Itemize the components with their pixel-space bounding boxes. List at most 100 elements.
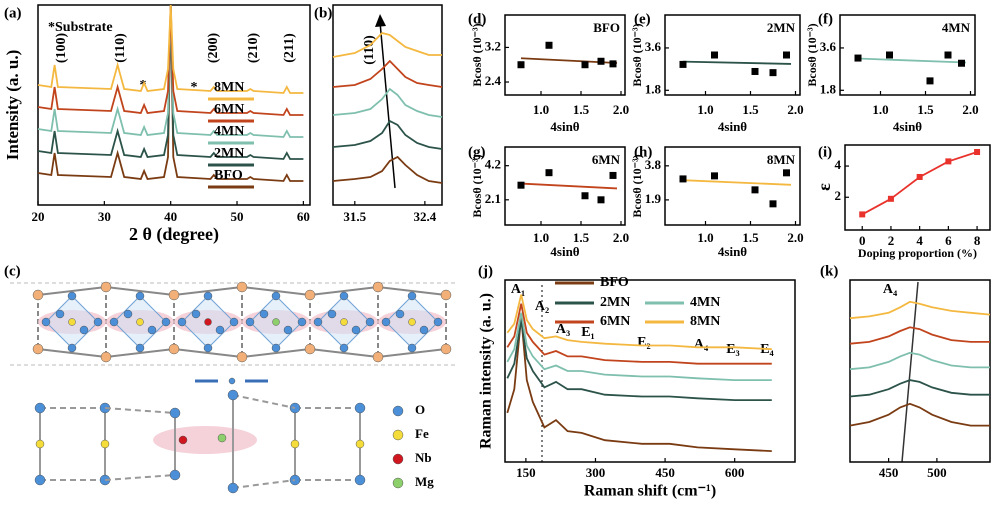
point bbox=[945, 158, 952, 165]
point bbox=[679, 60, 687, 68]
oxygen-atom bbox=[215, 325, 225, 335]
fit-line bbox=[857, 57, 967, 64]
x-tick-label: 2 bbox=[888, 233, 895, 248]
a-site-atom bbox=[32, 343, 44, 355]
oxygen-atom bbox=[229, 317, 239, 327]
panel-label: (j) bbox=[478, 263, 493, 279]
oxygen-atom bbox=[354, 402, 366, 414]
oxygen-atom bbox=[351, 325, 361, 335]
x-axis-label: 2 θ (degree) bbox=[129, 224, 219, 245]
oxygen-atom bbox=[203, 343, 213, 353]
series-line bbox=[849, 326, 990, 345]
oxygen-atom bbox=[67, 343, 77, 353]
legend-label: 4MN bbox=[214, 124, 244, 139]
point bbox=[597, 57, 605, 65]
x-tick-label: 40 bbox=[164, 209, 177, 224]
series-line bbox=[332, 31, 442, 58]
series-line bbox=[506, 319, 772, 401]
series-line bbox=[332, 87, 443, 118]
oxygen-atom bbox=[433, 317, 443, 327]
bond bbox=[105, 286, 175, 296]
x-axis-label: 4sinθ bbox=[893, 119, 922, 134]
panel-label: (e) bbox=[634, 11, 651, 27]
shift-line bbox=[901, 281, 919, 463]
oxygen-atom bbox=[177, 317, 187, 327]
oxygen-atom bbox=[79, 325, 89, 335]
bond bbox=[173, 348, 243, 358]
bond bbox=[37, 286, 107, 296]
point bbox=[597, 196, 605, 204]
x-tick-label: 1.5 bbox=[917, 102, 934, 117]
point bbox=[581, 61, 589, 69]
y-axis-label: Bcosθ (10⁻³) bbox=[630, 23, 644, 86]
oxygen-atom bbox=[365, 317, 375, 327]
bond bbox=[241, 286, 311, 296]
oxygen-atom bbox=[271, 343, 281, 353]
point bbox=[711, 51, 718, 59]
point bbox=[887, 195, 894, 202]
fit-line bbox=[682, 179, 792, 186]
x-tick-label: 50 bbox=[231, 209, 244, 224]
legend-label: Mg bbox=[415, 474, 434, 489]
oxygen-atom bbox=[41, 317, 51, 327]
oxygen-atom bbox=[34, 474, 46, 486]
oxygen-atom bbox=[169, 469, 181, 481]
oxygen-atom bbox=[283, 325, 293, 335]
x-axis-label: 4sinθ bbox=[718, 119, 747, 134]
x-tick-label: 1.0 bbox=[533, 102, 549, 117]
x-tick-label: 8 bbox=[974, 233, 981, 248]
bond bbox=[241, 348, 311, 358]
x-tick-label: 1.5 bbox=[742, 102, 759, 117]
legend-label: 8MN bbox=[690, 314, 720, 329]
y-tick-label: 2.4 bbox=[485, 73, 502, 88]
y-tick-label: 2.1 bbox=[485, 191, 501, 206]
x-tick-label: 31.5 bbox=[343, 209, 366, 224]
x-axis-label: 4sinθ bbox=[550, 244, 579, 259]
oxygen-atom bbox=[109, 317, 119, 327]
x-tick-label: 30 bbox=[98, 209, 111, 224]
series-line bbox=[332, 119, 443, 150]
x-axis-label: Doping proportion (%) bbox=[858, 246, 977, 260]
series-line bbox=[506, 312, 772, 381]
y-axis-label: Bcosθ (10⁻³) bbox=[630, 154, 644, 217]
oxygen-atom bbox=[135, 343, 145, 353]
y-tick-label: 1.8 bbox=[820, 81, 837, 96]
y-axis-label: Bcosθ (10⁻³) bbox=[805, 23, 819, 86]
legend-label: BFO bbox=[214, 168, 243, 183]
oxygen-atom bbox=[203, 291, 213, 301]
panel-label: (i) bbox=[818, 144, 832, 160]
series-line bbox=[506, 303, 772, 365]
legend-label: Nb bbox=[415, 450, 432, 465]
fe-atom bbox=[35, 439, 45, 449]
panel-label: (b) bbox=[314, 5, 332, 21]
a-site-atom bbox=[236, 351, 248, 363]
y-axis-label: ε bbox=[814, 183, 834, 191]
oxygen-atom bbox=[55, 309, 65, 319]
sample-label: 8MN bbox=[767, 152, 796, 167]
panel-label: (h) bbox=[634, 144, 652, 160]
legend-label: 6MN bbox=[600, 314, 630, 329]
plot-frame bbox=[839, 14, 976, 96]
point bbox=[581, 192, 589, 200]
point bbox=[545, 169, 553, 177]
oxygen-atom bbox=[407, 343, 417, 353]
x-tick-label: 1.0 bbox=[697, 102, 713, 117]
fit-line bbox=[682, 60, 792, 65]
x-tick-label: 2.0 bbox=[613, 102, 629, 117]
y-tick-label: 2 bbox=[835, 188, 842, 203]
bond bbox=[105, 348, 175, 358]
b-site-atom bbox=[272, 318, 280, 326]
legend-label: BFO bbox=[600, 275, 629, 290]
series-line bbox=[861, 151, 978, 216]
annotation: (110) bbox=[113, 33, 128, 63]
annotation: A₄ bbox=[694, 337, 709, 352]
a-site-atom bbox=[168, 343, 180, 355]
point bbox=[609, 171, 617, 179]
oxygen-atom bbox=[419, 325, 429, 335]
panel-label: (k) bbox=[820, 263, 838, 279]
a-site-atom bbox=[372, 281, 384, 293]
x-tick-label: 500 bbox=[927, 465, 947, 480]
annotation: (200) bbox=[206, 33, 221, 64]
